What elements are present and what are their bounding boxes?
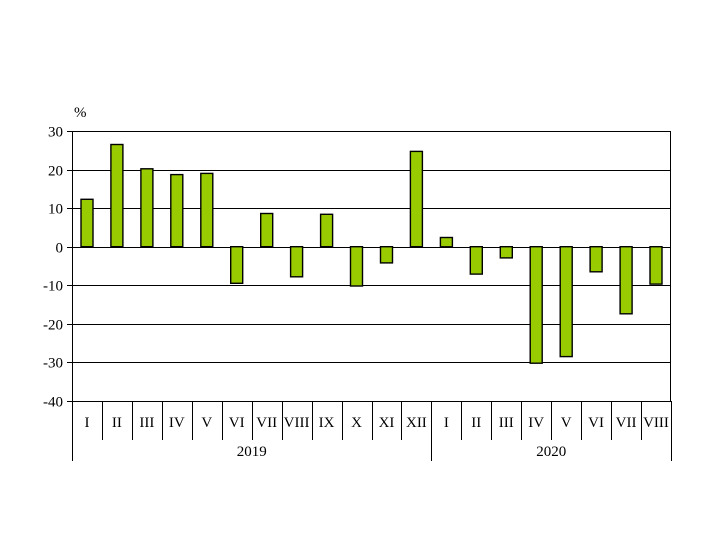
x-tick-label: I [85,415,90,431]
bar [319,213,334,248]
x-tick-label: V [561,415,572,431]
x-tick-label: XII [406,415,427,431]
y-tick-label: 0 [56,241,64,257]
bar [379,245,394,264]
x-tick-label: II [471,415,481,431]
x-tick-label: VI [229,415,245,431]
x-tick-label: VI [588,415,604,431]
bar [439,236,454,248]
bar [140,168,154,248]
x-tick-label: IX [319,415,335,431]
bar [529,245,543,364]
x-tick-label: I [444,415,449,431]
y-tick-label: 20 [48,164,63,180]
x-tick-label: XI [379,415,395,431]
year-label: 2020 [536,444,566,460]
y-tick-label: 10 [48,202,63,218]
y-tick-label: -30 [43,356,63,372]
y-tick-label: -20 [43,318,63,334]
x-tick-label: IV [528,415,544,431]
bar [409,150,424,248]
x-tick-label: VII [616,415,637,431]
unit-label: % [74,105,87,121]
x-tick-label: III [139,415,154,431]
bar [229,245,244,284]
x-tick-label: VIII [643,415,669,431]
x-tick-label: II [112,415,122,431]
x-tick-label: VIII [284,415,310,431]
y-tick-label: -10 [43,279,63,295]
plot-border [72,131,671,402]
x-tick-label: III [499,415,514,431]
bar [170,173,184,248]
bar [80,198,94,248]
x-tick-label: VII [256,415,277,431]
bar [260,212,274,248]
x-tick-label: X [351,415,362,431]
bar [349,245,364,287]
bar [200,172,214,248]
y-tick-label: -40 [43,395,63,411]
grid-lines [72,131,671,363]
bar [499,245,513,259]
bar [110,143,124,248]
y-tick-label: 30 [48,125,63,141]
x-tick-label: V [201,415,212,431]
axes [67,131,672,461]
x-tick-label: IV [169,415,185,431]
year-label: 2019 [237,444,267,460]
bar [469,245,483,275]
bar-series [80,143,663,364]
bar [649,245,663,285]
bar [559,245,573,358]
bar [589,245,603,273]
bar [619,245,633,315]
bar [289,245,304,278]
